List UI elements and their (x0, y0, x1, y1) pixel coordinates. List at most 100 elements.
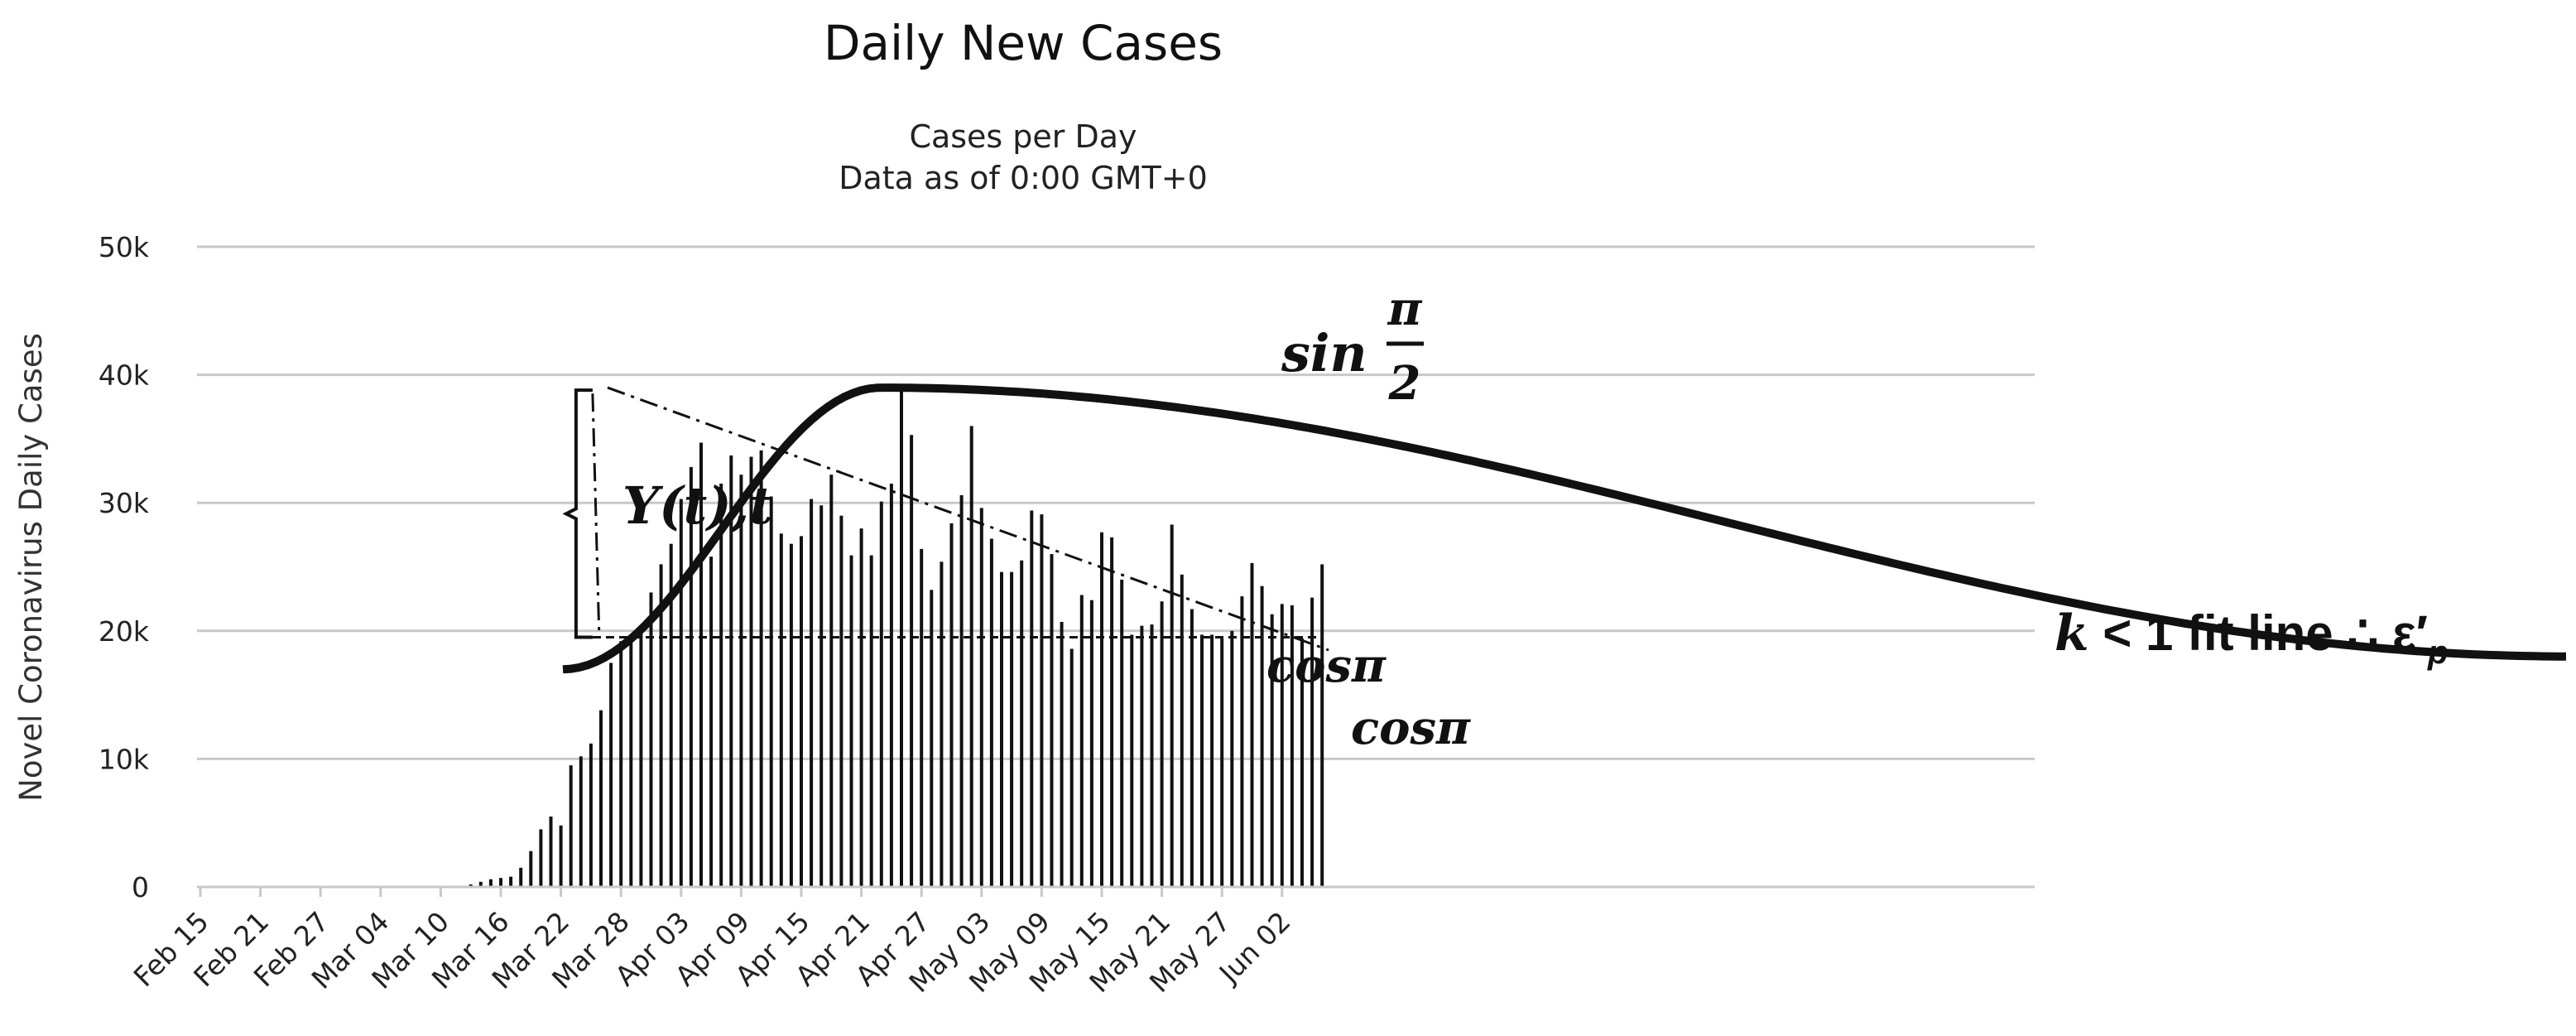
bar (1089, 600, 1093, 887)
cos-pi-label-1: cosπ (1266, 638, 1387, 693)
y-tick-label: 50k (99, 231, 150, 263)
bar (789, 543, 793, 887)
chart-subtitle-line-2: Data as of 0:00 GMT+0 (839, 160, 1208, 196)
sin-pi-over-2-annotation: sin π 2 (1281, 282, 1424, 411)
bar (1230, 630, 1234, 887)
bar (829, 475, 834, 887)
bar (1290, 605, 1294, 887)
bar (589, 743, 593, 887)
bar (1170, 524, 1174, 887)
bar (819, 505, 824, 887)
bar (649, 592, 653, 887)
bar (1110, 537, 1114, 887)
bar (669, 543, 673, 887)
bar (478, 881, 483, 887)
bar (1130, 634, 1134, 887)
y-axis-tick-labels: 0 10k 20k 30k 40k 50k (99, 231, 150, 903)
bar (1200, 634, 1204, 887)
bar (910, 435, 914, 887)
bar (930, 590, 934, 887)
y-tick-label: 0 (132, 871, 149, 903)
two-denominator: 2 (1388, 356, 1421, 411)
bar (1040, 514, 1044, 887)
bar (959, 494, 964, 887)
bar (940, 561, 944, 887)
fit-label-k: k (2055, 605, 2089, 663)
bar (1000, 571, 1003, 887)
fit-line-label: k < 1 fit line ∴ ε′p (2055, 605, 2448, 671)
bar (849, 555, 853, 887)
bar (559, 825, 563, 887)
bar (619, 641, 623, 887)
bar (719, 484, 723, 887)
bar (1100, 532, 1103, 887)
amplitude-bracket (562, 388, 593, 639)
overlay-annotations (562, 383, 2566, 674)
bar (488, 879, 493, 887)
bar (709, 557, 714, 887)
bar (1270, 614, 1274, 887)
bar (1030, 510, 1034, 887)
chart-title: Daily New Cases (824, 15, 1223, 71)
bar (920, 548, 924, 887)
bar (1320, 564, 1324, 887)
fit-line (607, 386, 1329, 652)
sin-label: sin (1281, 323, 1367, 383)
bar (889, 484, 893, 887)
bar (609, 663, 613, 887)
bar (569, 765, 573, 887)
chart-subtitle-line-1: Cases per Day (909, 118, 1137, 155)
bar (549, 816, 553, 887)
bar (1260, 585, 1264, 887)
fit-label-text: < 1 fit line ∴ ε′ (2089, 605, 2428, 661)
bar (689, 466, 693, 887)
bar (579, 756, 583, 887)
bar (1079, 595, 1084, 887)
bar (629, 637, 633, 887)
bar (1310, 597, 1314, 887)
sine-curve (562, 383, 2566, 674)
bar (759, 450, 763, 887)
bar (1180, 574, 1184, 887)
bar (679, 499, 683, 887)
bar (879, 501, 883, 887)
bar (779, 533, 783, 887)
y-axis-label: Novel Coronavirus Daily Cases (13, 333, 49, 802)
bar (599, 710, 603, 887)
bar (810, 499, 814, 887)
y-tick-label: 20k (99, 615, 150, 648)
bar (1050, 554, 1054, 887)
y-tick-label: 40k (99, 359, 150, 392)
bar (979, 508, 983, 887)
bar (1250, 562, 1254, 887)
bar (1300, 638, 1304, 887)
bar (1189, 609, 1194, 887)
bar (749, 456, 753, 887)
bar (639, 630, 643, 887)
bar (699, 442, 703, 887)
bar (1240, 596, 1244, 887)
bar (1120, 579, 1124, 887)
cos-pi-label-2: cosπ (1351, 701, 1471, 755)
bar (800, 536, 803, 887)
bar (839, 515, 843, 887)
bar (1210, 634, 1214, 887)
bar (659, 564, 663, 887)
bar (509, 876, 513, 887)
bar (769, 496, 773, 887)
bar (969, 426, 973, 887)
pi-numerator: π (1387, 282, 1423, 336)
gridlines (197, 245, 2035, 760)
bar (869, 555, 873, 887)
bar (1010, 571, 1014, 887)
y-tick-label: 10k (99, 743, 150, 775)
y-of-t-label: Y(t),t (622, 475, 773, 536)
bar (1160, 601, 1164, 887)
bar (1060, 621, 1064, 887)
bar (729, 455, 733, 887)
bar (949, 523, 954, 887)
bar (539, 829, 543, 887)
bar (1069, 648, 1074, 887)
bar (519, 867, 523, 887)
